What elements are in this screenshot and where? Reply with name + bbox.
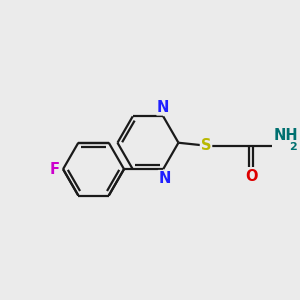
Text: O: O xyxy=(245,169,257,184)
Text: F: F xyxy=(50,162,60,177)
Text: S: S xyxy=(201,138,211,153)
Text: N: N xyxy=(157,100,169,115)
Text: NH: NH xyxy=(274,128,298,143)
Text: 2: 2 xyxy=(289,142,296,152)
Text: N: N xyxy=(158,171,171,186)
